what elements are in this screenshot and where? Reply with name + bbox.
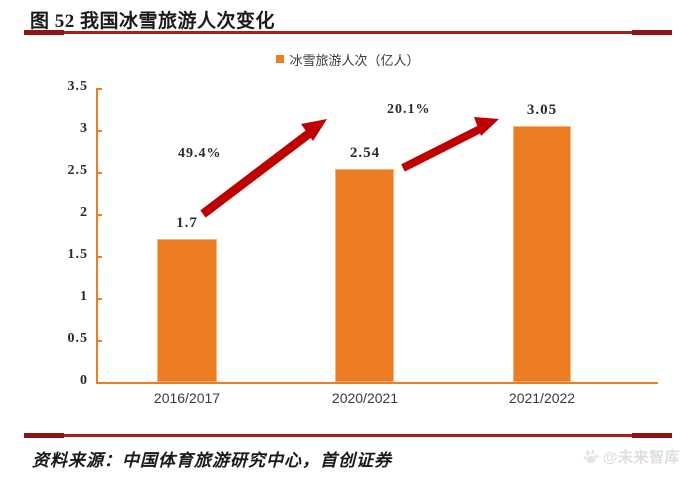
x-axis-tick-label: 2016/2017 (153, 390, 221, 406)
y-axis-tick-label: 1 (80, 289, 88, 304)
y-tick-mark (96, 130, 102, 132)
title-divider (24, 30, 672, 35)
growth-annotation-label: 49.4% (178, 146, 222, 161)
y-axis-tick-label: 0.5 (67, 331, 88, 346)
footer-divider (24, 433, 672, 438)
chart-plot-area: 3.5 3 2.5 2 1.5 1 0.5 0 1.7 2.54 3.05 20… (67, 79, 658, 406)
y-tick-mark (96, 340, 102, 342)
y-tick-mark (96, 172, 102, 174)
paw-logo-icon (583, 449, 599, 464)
page-title: 图 52 我国冰雪旅游人次变化 (30, 11, 276, 32)
bar-value-label: 3.05 (526, 102, 558, 118)
chart-legend: 冰雪旅游人次（亿人） (0, 50, 696, 69)
x-axis-tick-label: 2020/2021 (331, 390, 399, 406)
y-tick-mark (96, 88, 102, 90)
y-axis-tick-label: 3 (80, 121, 88, 136)
bar-value-label: 2.54 (349, 145, 381, 161)
watermark-text: @未来智库 (602, 449, 680, 466)
y-axis-tick-label: 2.5 (67, 163, 88, 178)
y-axis-line (96, 88, 98, 384)
y-tick-mark (96, 256, 102, 258)
y-tick-mark (96, 214, 102, 216)
y-axis-tick-label: 0 (80, 373, 88, 388)
y-axis-tick-label: 1.5 (67, 247, 88, 262)
y-axis-tick-label: 3.5 (67, 79, 88, 94)
source-note: 资料来源：中国体育旅游研究中心，首创证券 (32, 451, 392, 470)
bar-2020-2021[interactable] (335, 169, 394, 382)
x-axis-tick-label: 2021/2022 (508, 390, 576, 406)
y-axis-tick-label: 2 (80, 205, 88, 220)
bar-value-label: 1.7 (176, 215, 198, 231)
watermark: @未来智库 (583, 446, 680, 467)
bar-2021-2022[interactable] (513, 126, 571, 382)
legend-label: 冰雪旅游人次（亿人） (289, 53, 420, 68)
growth-arrow-2-icon (401, 117, 499, 172)
growth-annotation-label: 20.1% (387, 102, 431, 117)
x-axis-line (96, 382, 658, 384)
y-tick-mark (96, 298, 102, 300)
growth-arrow-1-icon (200, 119, 327, 218)
bar-2016-2017[interactable] (157, 239, 217, 382)
legend-swatch-icon (276, 54, 285, 63)
